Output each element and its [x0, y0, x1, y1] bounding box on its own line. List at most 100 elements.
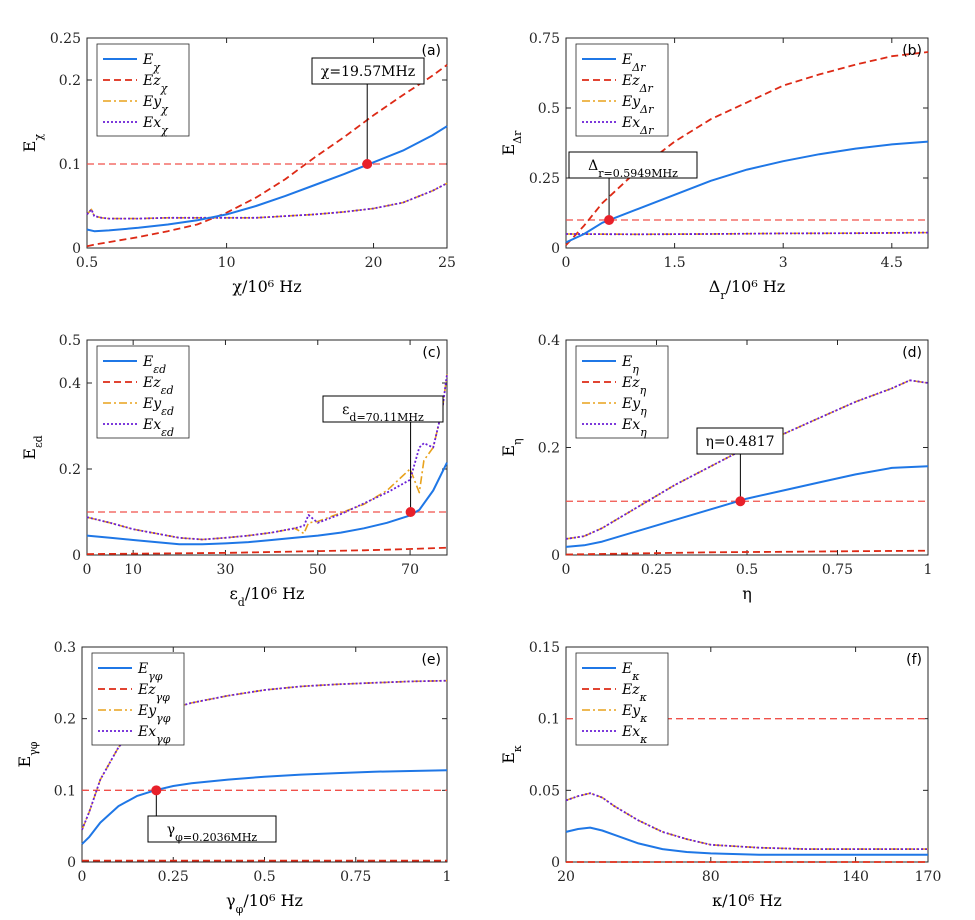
panel-label: (b): [902, 43, 922, 59]
series-line-ex: [565, 231, 929, 236]
chart-panel-c: 0 10 30 50 7000.20.40.5εd=70.11MHzEεdEzεdEyε…: [20, 333, 448, 609]
series-line-ex: [565, 792, 928, 850]
legend-entry: ExΔr: [621, 115, 654, 137]
y-tick-label: 0.1: [59, 157, 81, 173]
legend-entry: Eη: [621, 354, 639, 376]
x-axis-label: κ/10⁶ Hz: [712, 891, 782, 910]
x-tick-label: 30: [217, 562, 235, 578]
x-tick-label: 140: [842, 869, 869, 885]
x-tick-label: 0.5: [76, 255, 98, 271]
legend-entry: Exεd: [142, 417, 174, 439]
y-tick-label: 0: [72, 548, 81, 564]
legend-entry: Exχ: [142, 115, 169, 137]
legend-entry: Exκ: [621, 724, 648, 746]
x-axis-label: Δr/10⁶ Hz: [709, 277, 785, 302]
y-tick-label: 0.05: [529, 783, 560, 799]
panel-label: (e): [421, 652, 441, 668]
legend-entry: Eyκ: [621, 703, 648, 725]
x-tick-label: 1.5: [663, 255, 685, 271]
legend-entry: Eκ: [621, 661, 640, 683]
chart-panel-f: 20 80 140 17000.050.10.15EκEzκEyκExκ(f)κ/10…: [499, 640, 941, 910]
legend-entry: Eγφ: [137, 661, 163, 683]
x-tick-label: 1: [443, 869, 452, 885]
legend-entry: Ezη: [621, 375, 647, 397]
intersection-marker: [405, 507, 416, 517]
y-tick-label: 0.2: [54, 712, 76, 728]
intersection-marker: [604, 215, 615, 225]
x-tick-label: 0: [83, 562, 92, 578]
y-tick-label: 0: [551, 241, 560, 257]
legend-entry: Eyεd: [142, 396, 174, 418]
legend-entry: Ezχ: [142, 73, 169, 95]
series-line-ez: [86, 546, 448, 555]
x-tick-label: 25: [438, 255, 456, 271]
y-tick-label: 0.2: [59, 73, 81, 89]
y-axis-label: Eεd: [20, 435, 45, 459]
y-tick-label: 0.2: [538, 441, 560, 457]
x-axis-label: χ/10⁶ Hz: [232, 277, 301, 296]
series-line-e: [565, 465, 929, 548]
x-tick-label: 0.5: [736, 562, 758, 578]
x-tick-label: 0.25: [158, 869, 189, 885]
chart-panel-a: 0.5 10 20 2500.10.20.25χ=19.57MHzEχEzχEyχEx…: [20, 31, 456, 296]
annotation-box: [568, 151, 698, 179]
x-tick-label: 0.25: [641, 562, 672, 578]
x-tick-label: 70: [401, 562, 419, 578]
series-line-e: [86, 125, 448, 233]
y-axis-label: EΔr: [499, 130, 524, 156]
plot-area: [565, 646, 929, 863]
annotation-box: [696, 427, 784, 455]
series-line-ez: [565, 51, 929, 246]
y-axis-label: Eη: [499, 438, 524, 456]
intersection-marker: [151, 785, 162, 796]
legend-entry: Ezγφ: [137, 682, 170, 704]
annotation-box: [322, 395, 444, 423]
y-tick-label: 0: [72, 241, 81, 257]
legend-entry: Eχ: [142, 52, 161, 74]
chart-panel-d: 0 0.25 0.5 0.75 100.20.4η=0.4817EηEzηEyηExη(…: [499, 333, 932, 603]
y-tick-label: 0.2: [59, 462, 81, 478]
x-tick-label: 0: [562, 255, 571, 271]
legend-entry: Eyχ: [142, 94, 169, 116]
y-tick-label: 0: [551, 548, 560, 564]
y-tick-label: 0.5: [59, 333, 81, 349]
x-tick-label: 80: [702, 869, 720, 885]
y-tick-label: 0.25: [529, 171, 560, 187]
x-tick-label: 20: [365, 255, 383, 271]
x-tick-label: 170: [915, 869, 942, 885]
annotation-label: Δr=0.5949MHz: [588, 158, 678, 180]
x-tick-label: 10: [124, 562, 142, 578]
intersection-marker: [735, 496, 746, 507]
series-line-ex: [565, 379, 929, 540]
x-tick-label: 1: [924, 562, 933, 578]
panel-label: (f): [906, 652, 922, 668]
legend-entry: EzΔr: [621, 73, 654, 95]
legend-entry: Ezεd: [142, 375, 174, 397]
x-axis-label: γφ/10⁶ Hz: [226, 891, 303, 916]
legend-entry: Ezκ: [621, 682, 648, 704]
annotation-label: χ=19.57MHz: [321, 64, 415, 80]
y-tick-label: 0.1: [54, 783, 76, 799]
y-tick-label: 0.1: [538, 712, 560, 728]
y-tick-label: 0.25: [50, 31, 81, 47]
x-tick-label: 0.75: [340, 869, 371, 885]
x-tick-label: 50: [309, 562, 327, 578]
legend-entry: Eεd: [142, 354, 166, 376]
series-line-ex: [81, 679, 448, 831]
legend-entry: EyΔr: [621, 94, 654, 116]
y-tick-label: 0.75: [529, 31, 560, 47]
intersection-marker: [362, 159, 373, 169]
series-line-ey: [86, 374, 448, 541]
series-line-ez: [86, 64, 448, 248]
annotation-box: [311, 57, 425, 85]
y-axis-label: Eκ: [499, 745, 524, 764]
series-line-e: [81, 769, 448, 845]
x-tick-label: 0: [78, 869, 87, 885]
x-tick-label: 0: [562, 562, 571, 578]
series-line-e: [565, 826, 928, 856]
y-tick-label: 0.4: [59, 376, 81, 392]
x-axis-label: η: [742, 584, 752, 603]
y-tick-label: 0: [67, 855, 76, 871]
y-tick-label: 0: [551, 855, 560, 871]
